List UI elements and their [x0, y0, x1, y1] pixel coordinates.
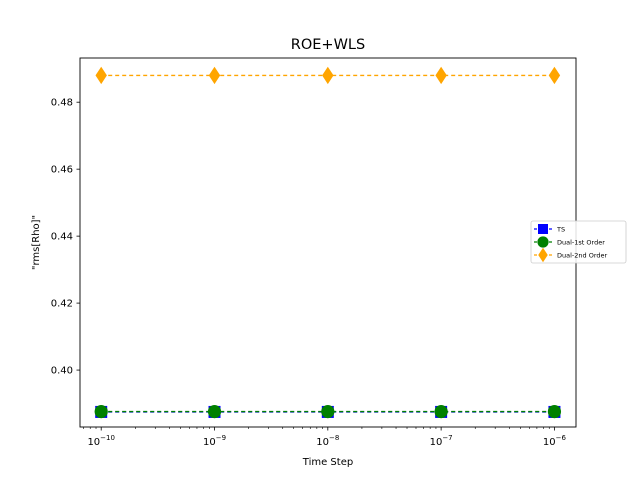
y-tick-label: 0.48 [51, 98, 73, 109]
y-axis: 0.40 0.42 0.44 0.46 0.48 [51, 98, 80, 377]
data-point-1-1 [207, 404, 222, 419]
legend-marker-2 [538, 247, 548, 263]
data-point-1-3 [434, 404, 448, 419]
legend-marker-1 [537, 236, 549, 248]
x-tick-label: 10−8 [316, 434, 339, 448]
x-tick-label: 10−7 [430, 434, 453, 448]
legend-frame [530, 220, 627, 264]
y-tick-label: 0.42 [51, 299, 73, 310]
legend-marker-0 [538, 224, 548, 234]
data-point-2-4 [548, 66, 561, 85]
plot-frame [79, 57, 577, 428]
y-tick-label: 0.46 [51, 165, 73, 176]
y-tick-label: 0.40 [51, 366, 73, 377]
y-axis-label: "rms[Rho]" [31, 215, 42, 270]
data-point-1-0 [94, 404, 108, 419]
x-axis-label: Time Step [302, 457, 353, 468]
data-point-2-1 [208, 66, 221, 85]
data-point-2-0 [95, 66, 107, 85]
legend-label-2: Dual-2nd Order [557, 252, 608, 260]
x-axis: 10−10 10−9 10−8 10−7 10−6 [83, 427, 567, 448]
data-point-2-3 [435, 66, 447, 85]
x-tick-label: 10−9 [203, 434, 226, 448]
data-point-2-2 [322, 66, 334, 85]
legend-label-0: TS [556, 226, 565, 234]
chart-title: ROE+WLS [291, 37, 365, 53]
legend: TS Dual-1st Order Dual-2nd Order [530, 220, 627, 264]
series-layer [94, 66, 562, 419]
legend-label-1: Dual-1st Order [557, 239, 605, 247]
y-tick-label: 0.44 [51, 232, 73, 243]
x-tick-label: 10−10 [87, 434, 115, 448]
data-point-1-4 [547, 404, 562, 419]
data-point-1-2 [321, 404, 335, 419]
x-tick-label: 10−6 [543, 434, 567, 448]
